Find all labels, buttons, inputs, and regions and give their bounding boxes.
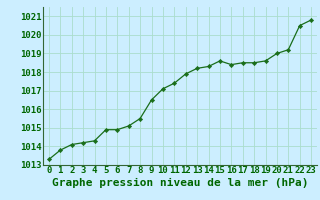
X-axis label: Graphe pression niveau de la mer (hPa): Graphe pression niveau de la mer (hPa) <box>52 178 308 188</box>
